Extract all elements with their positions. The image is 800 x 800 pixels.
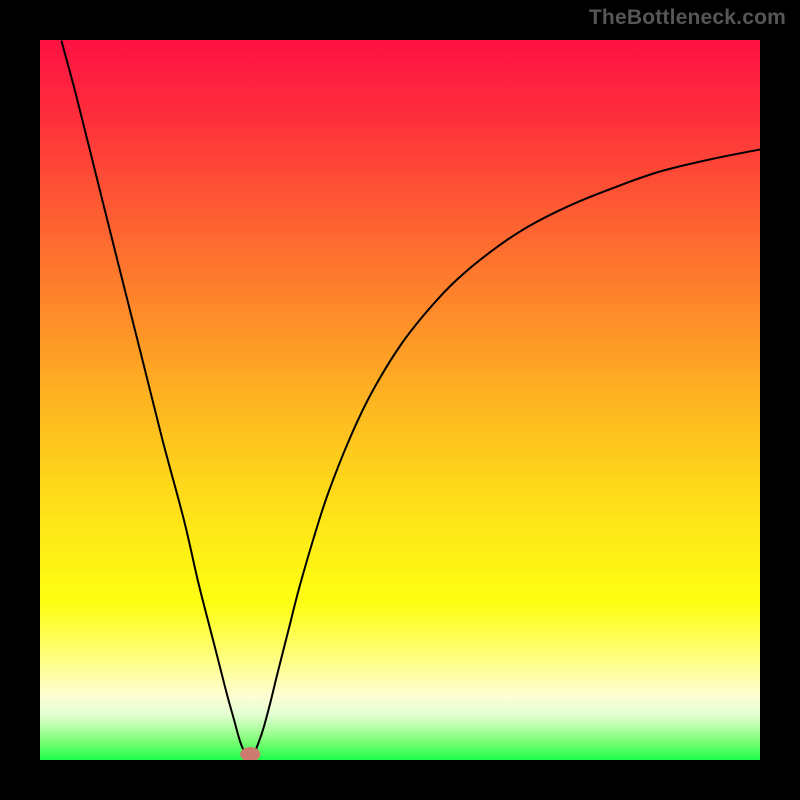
watermark-text: TheBottleneck.com	[589, 6, 786, 30]
chart-svg	[40, 40, 760, 760]
plot-area	[40, 40, 760, 760]
chart-frame: TheBottleneck.com	[0, 0, 800, 800]
gradient-background	[40, 40, 760, 760]
